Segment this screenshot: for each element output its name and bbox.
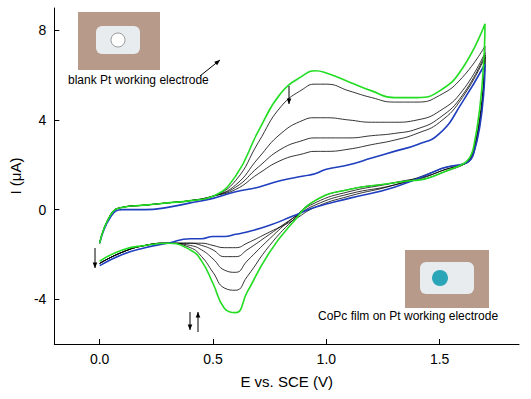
svg-text:0: 0 — [39, 202, 47, 218]
svg-text:0.5: 0.5 — [203, 351, 223, 367]
svg-text:blank Pt working electrode: blank Pt working electrode — [68, 73, 209, 87]
svg-text:0.0: 0.0 — [90, 351, 110, 367]
svg-text:1.0: 1.0 — [317, 351, 337, 367]
svg-text:8: 8 — [39, 22, 47, 38]
svg-text:4: 4 — [39, 112, 47, 128]
svg-text:E vs. SCE (V): E vs. SCE (V) — [240, 373, 333, 390]
svg-text:I (μA): I (μA) — [7, 158, 24, 195]
svg-text:CoPc film on Pt working electr: CoPc film on Pt working electrode — [318, 309, 498, 323]
svg-text:1.5: 1.5 — [430, 351, 450, 367]
svg-text:-4: -4 — [34, 291, 47, 307]
